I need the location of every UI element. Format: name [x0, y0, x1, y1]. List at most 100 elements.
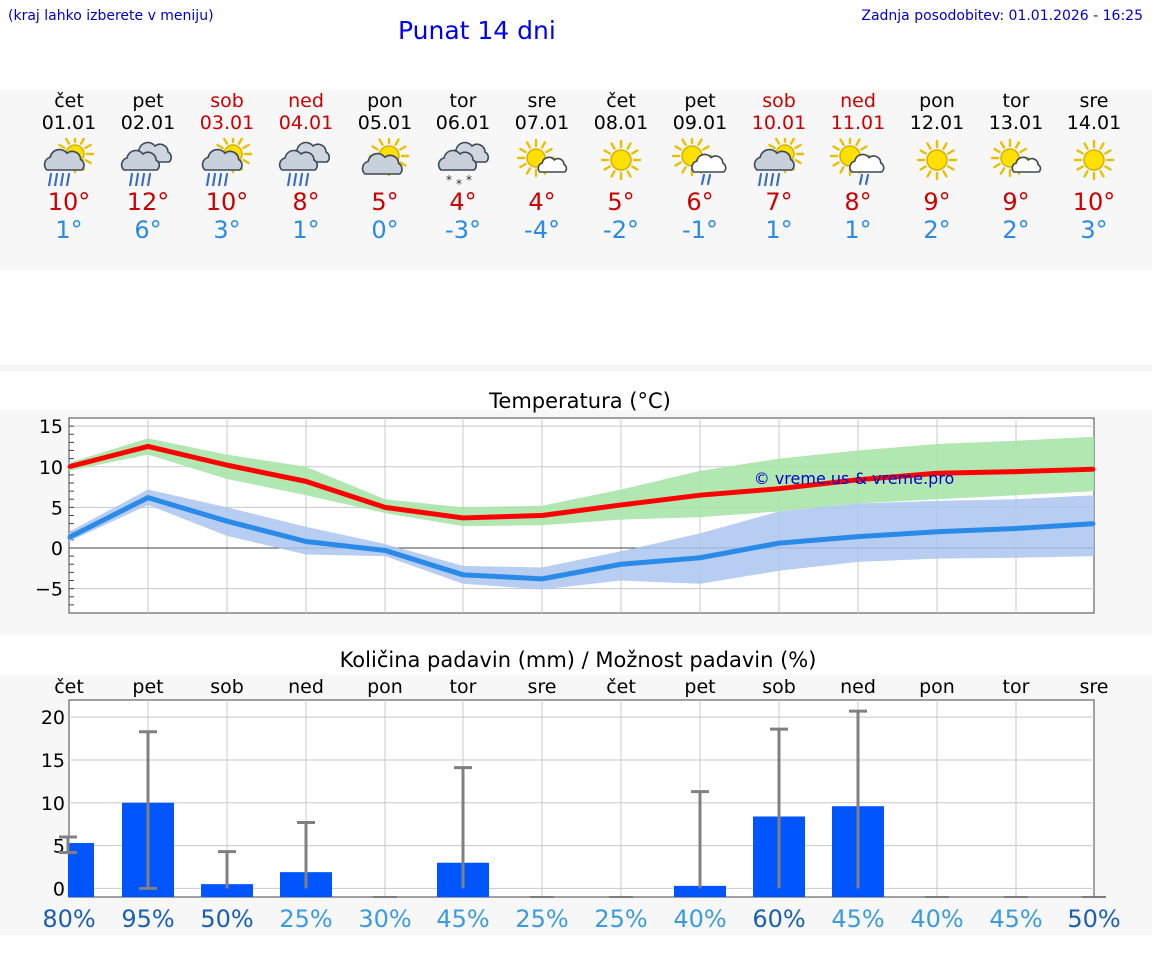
y-tick-label: 10 [39, 457, 63, 479]
min-point [856, 535, 860, 539]
day-name: čet [606, 90, 636, 112]
max-point [540, 514, 544, 517]
x-category-label: sob [210, 676, 244, 698]
cloud-snow-icon: * * * [437, 141, 490, 186]
y-tick-label: 5 [51, 497, 63, 519]
day-column: sob 10.01 7° 1° [740, 90, 818, 244]
min-temperature: 2° [923, 216, 951, 244]
max-temperature: 12° [126, 188, 170, 216]
max-temperature: 9° [923, 188, 951, 216]
day-column: tor 06.01 * * * 4° -3° [424, 90, 502, 244]
min-temperature: 1° [55, 216, 83, 244]
day-name: sre [527, 90, 557, 112]
max-temperature: 5° [607, 188, 635, 216]
max-point [1014, 470, 1018, 474]
max-point [304, 479, 308, 483]
min-point [777, 541, 781, 545]
max-temperature: 5° [371, 188, 399, 216]
x-category-label: sre [528, 676, 557, 698]
min-point [67, 535, 71, 539]
precip-bar [201, 884, 253, 897]
day-name: sob [210, 90, 244, 112]
precip-probability-label: 25% [594, 905, 647, 933]
day-column: ned 04.01 8° 1° [267, 90, 345, 244]
max-temperature: 7° [765, 188, 793, 216]
day-name: čet [54, 90, 84, 112]
day-name: sre [1079, 90, 1109, 112]
min-temperature: 6° [134, 216, 162, 244]
day-column: pon 05.01 5° 0° [346, 90, 424, 244]
precip-probability-label: 50% [200, 905, 253, 933]
min-point [1014, 527, 1018, 530]
x-category-label: ned [288, 676, 324, 698]
x-category-label: sob [762, 676, 796, 698]
day-column: ned 11.01 8° 1° [819, 90, 897, 244]
max-temperature: 10° [205, 188, 249, 216]
precipitation-plot-area [68, 699, 1095, 898]
day-date: 13.01 [988, 112, 1044, 134]
max-point [856, 478, 860, 482]
precip-probability-label: 30% [358, 905, 411, 933]
y-tick-label: 0 [53, 878, 65, 900]
max-point [461, 516, 465, 520]
last-update-label: Zadnja posodobitev: 01.01.2026 - 16:25 [861, 8, 1143, 24]
day-name: pet [684, 90, 716, 112]
day-name: pon [367, 90, 403, 112]
max-temperature: 6° [686, 188, 714, 216]
cloud-rain-icon [120, 141, 173, 186]
day-date: 10.01 [751, 112, 807, 134]
precip-probability-label: 45% [831, 905, 884, 933]
day-date: 06.01 [435, 112, 491, 134]
sun-cloud-light-rain-icon [671, 138, 727, 186]
day-date: 03.01 [199, 112, 255, 134]
min-point [304, 540, 308, 543]
sun-small-cloud-icon [990, 138, 1042, 178]
max-point [619, 503, 623, 507]
min-temperature: 3° [1080, 216, 1108, 244]
max-point [1092, 467, 1096, 471]
min-temperature: 1° [765, 216, 793, 244]
precip-probability-label: 40% [673, 905, 726, 933]
min-temperature: -3° [445, 216, 481, 244]
day-column: pet 09.01 6° -1° [661, 90, 739, 244]
min-temperature: -4° [524, 216, 560, 244]
precip-probability-label: 25% [515, 905, 568, 933]
y-tick-label: 0 [51, 538, 63, 560]
sun-icon [1073, 139, 1115, 181]
min-temperature: 2° [1002, 216, 1030, 244]
day-column: sre 07.01 4° -4° [503, 90, 581, 244]
min-point [146, 496, 150, 500]
precip-probability-label: 60% [752, 905, 805, 933]
max-point [935, 471, 939, 475]
max-point [698, 493, 702, 497]
day-column: sob 03.01 10° 3° [188, 90, 266, 244]
day-date: 01.01 [41, 112, 97, 134]
day-date: 12.01 [909, 112, 965, 134]
y-tick-label: 15 [39, 416, 63, 438]
min-point [619, 562, 623, 566]
max-temperature: 8° [844, 188, 872, 216]
max-temperature: 8° [292, 188, 320, 216]
min-temperature: 3° [213, 216, 241, 244]
min-point [225, 519, 229, 523]
sun-small-cloud-icon [516, 138, 568, 178]
precip-probability-label: 25% [279, 905, 332, 933]
min-temperature-line [67, 495, 1095, 582]
separator [0, 365, 1152, 371]
min-point [461, 573, 465, 577]
max-temperature: 10° [47, 188, 91, 216]
x-category-label: čet [54, 676, 84, 698]
day-date: 08.01 [593, 112, 649, 134]
day-column: tor 13.01 9° 2° [977, 90, 1055, 244]
svg-text:*: * [446, 173, 452, 186]
y-tick-label: 20 [41, 707, 65, 729]
sun-icon [916, 139, 958, 181]
sun-cloud-rain-icon [201, 138, 253, 186]
temperature-chart-title: Temperatura (°C) [488, 389, 671, 413]
day-column: čet 01.01 10° 1° [30, 90, 108, 244]
precipitation-chart: Količina padavin (mm) / Možnost padavin … [41, 648, 1121, 933]
location-hint-link[interactable]: (kraj lahko izberete v meniju) [8, 8, 214, 24]
day-name: pet [132, 90, 164, 112]
x-category-label: tor [450, 676, 477, 698]
